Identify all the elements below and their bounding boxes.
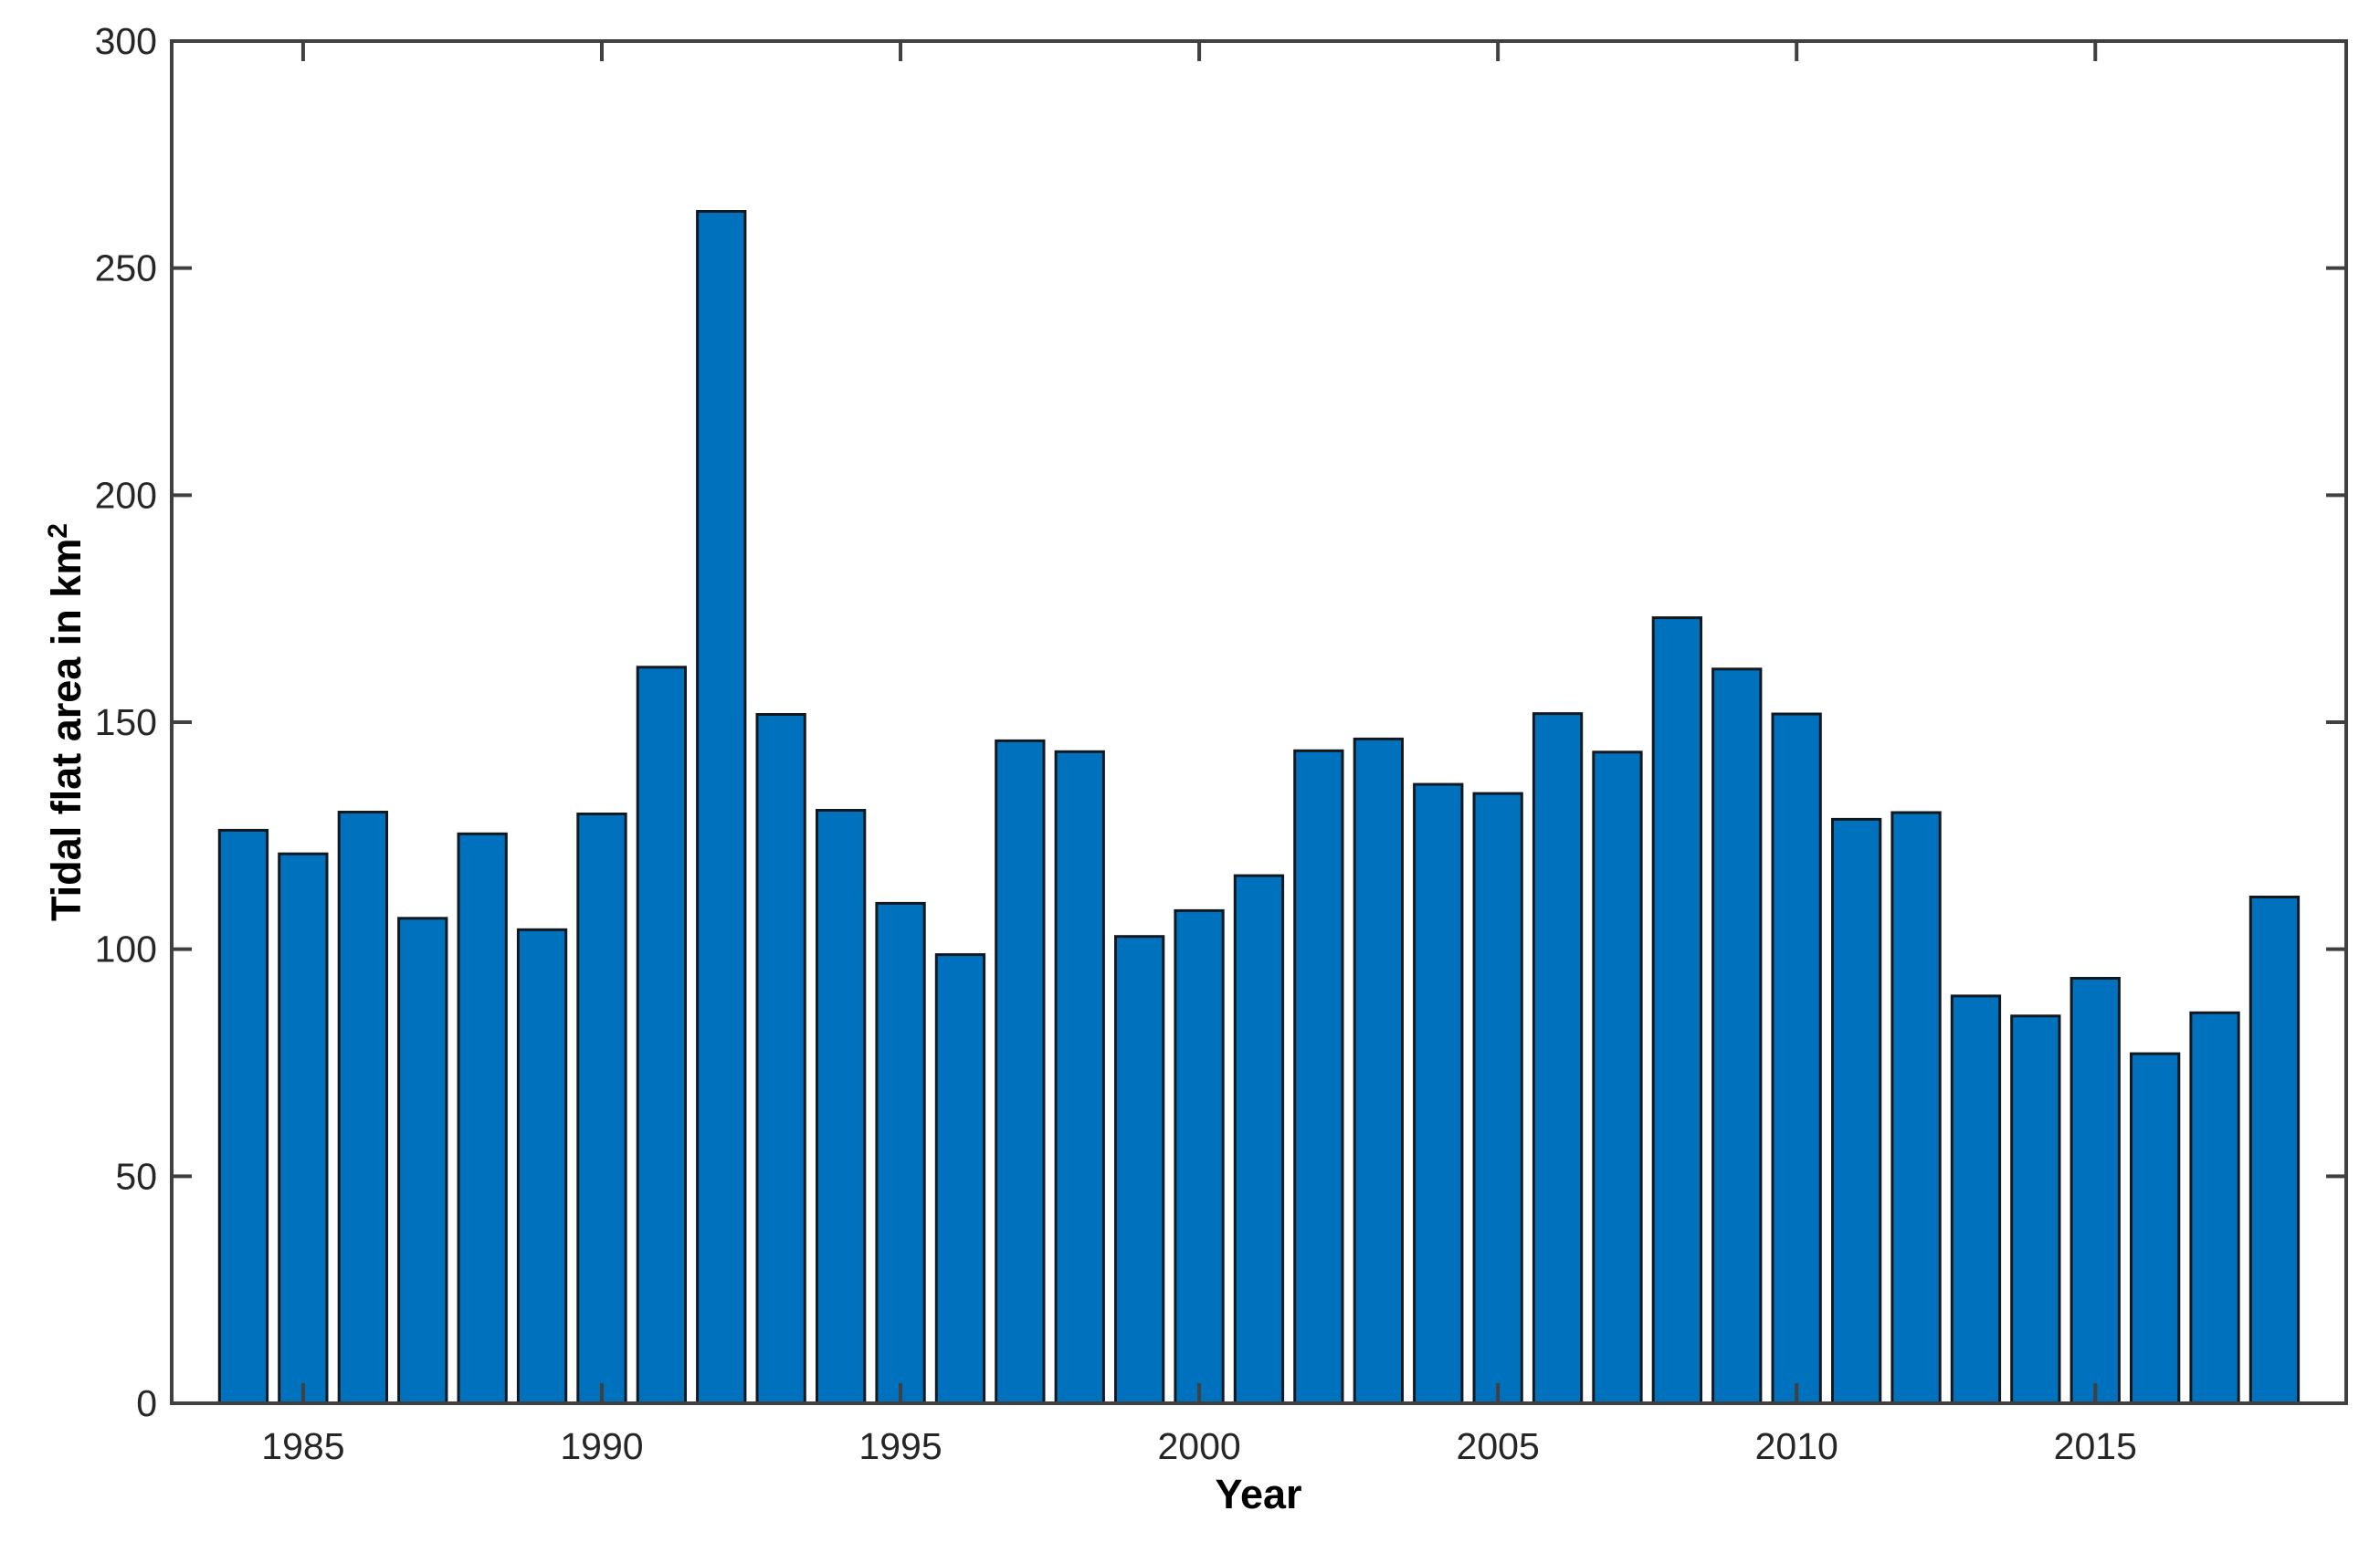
y-tick-label: 50 bbox=[115, 1155, 157, 1197]
bar-1989 bbox=[516, 928, 568, 1405]
bar-1986 bbox=[337, 811, 389, 1405]
y-axis-title-text: Tidal flat area in km bbox=[43, 539, 90, 921]
bar-1992 bbox=[696, 210, 747, 1405]
x-tick-label: 1995 bbox=[858, 1425, 942, 1467]
x-tick-label: 2000 bbox=[1157, 1425, 1240, 1467]
bar-1995 bbox=[875, 901, 926, 1405]
x-tick-label: 2010 bbox=[1755, 1425, 1838, 1467]
bar-2017 bbox=[2189, 1011, 2240, 1405]
bar-2005 bbox=[1472, 792, 1523, 1405]
x-tick-label: 1985 bbox=[261, 1425, 344, 1467]
bar-1985 bbox=[278, 852, 329, 1405]
x-tick-label: 2005 bbox=[1457, 1425, 1540, 1467]
bar-2012 bbox=[1890, 811, 1942, 1405]
bar-2011 bbox=[1831, 817, 1882, 1405]
bar-2003 bbox=[1353, 737, 1404, 1405]
y-tick-label: 200 bbox=[95, 474, 157, 516]
bar-2000 bbox=[1174, 908, 1225, 1405]
bar-2013 bbox=[1950, 994, 2002, 1405]
bar-2004 bbox=[1413, 782, 1464, 1405]
y-tick-label: 150 bbox=[95, 701, 157, 743]
bar-1984 bbox=[217, 828, 269, 1405]
bar-2014 bbox=[2010, 1014, 2061, 1405]
bar-1998 bbox=[1054, 750, 1105, 1405]
x-tick-label: 1990 bbox=[560, 1425, 643, 1467]
bar-2002 bbox=[1293, 749, 1344, 1405]
bar-1993 bbox=[755, 713, 806, 1405]
bar-2010 bbox=[1771, 712, 1822, 1405]
bar-2008 bbox=[1651, 616, 1702, 1405]
bar-2001 bbox=[1233, 874, 1285, 1405]
bar-1999 bbox=[1114, 935, 1165, 1405]
bar-2015 bbox=[2069, 977, 2121, 1405]
bar-2016 bbox=[2130, 1052, 2181, 1405]
bar-1991 bbox=[636, 666, 688, 1405]
y-tick-label: 0 bbox=[136, 1382, 157, 1424]
x-axis-title: Year bbox=[1215, 1471, 1301, 1517]
bar-1990 bbox=[576, 813, 627, 1405]
bar-1994 bbox=[816, 809, 867, 1405]
bar-1988 bbox=[457, 832, 508, 1405]
bar-2018 bbox=[2248, 896, 2301, 1405]
bar-1987 bbox=[397, 917, 448, 1405]
y-tick-label: 100 bbox=[95, 929, 157, 971]
bar-2006 bbox=[1532, 712, 1584, 1405]
y-tick-label: 250 bbox=[95, 247, 157, 289]
bar-1997 bbox=[995, 739, 1046, 1405]
y-axis-title: Tidal flat area in km2 bbox=[43, 523, 90, 921]
y-tick-label: 300 bbox=[95, 20, 157, 62]
y-axis-title-superscript: 2 bbox=[43, 523, 73, 539]
x-tick-label: 2015 bbox=[2054, 1425, 2137, 1467]
bar-1996 bbox=[934, 953, 986, 1405]
bar-2009 bbox=[1711, 667, 1763, 1405]
bar-2007 bbox=[1592, 750, 1643, 1405]
